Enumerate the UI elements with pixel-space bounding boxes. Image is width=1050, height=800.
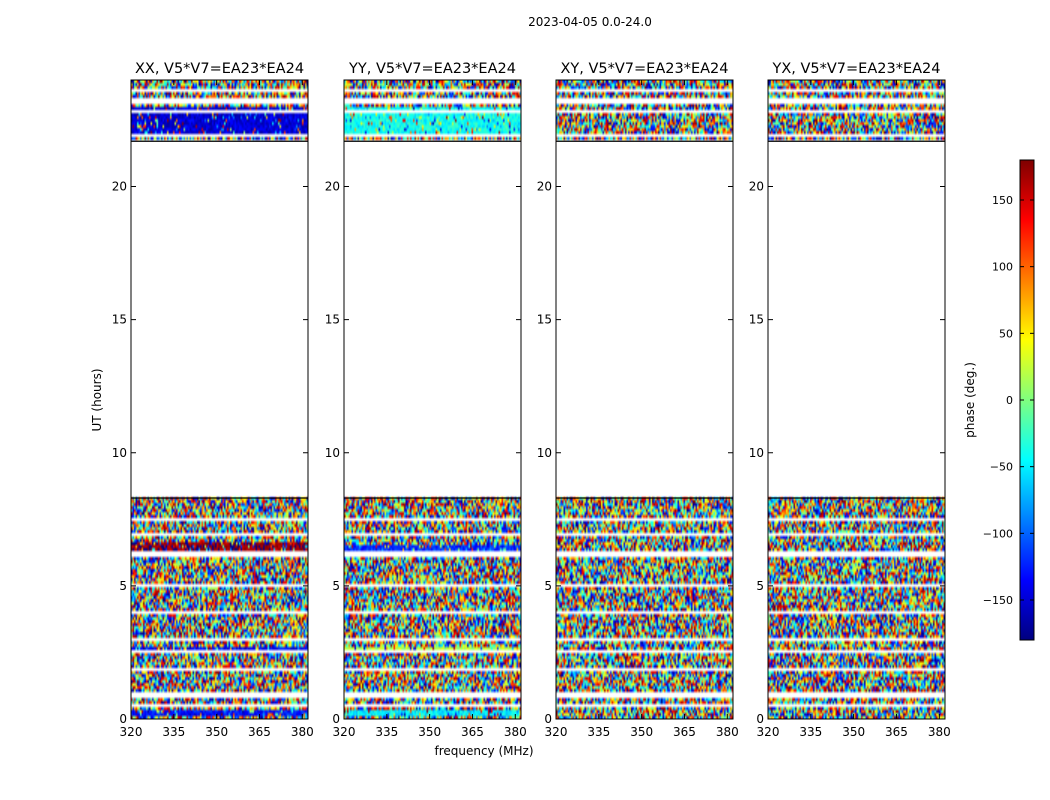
axes-frame [767,79,946,720]
y-tick-label: 10 [112,446,127,460]
colorbar-tick-label: −150 [983,594,1013,607]
figure-title: 2023-04-05 0.0-24.0 [528,15,652,29]
panel-title: YY, V5*V7=EA23*EA24 [348,61,516,77]
heatmap-image [768,80,945,719]
x-tick-label: 350 [630,725,653,739]
x-tick-label: 335 [162,725,185,739]
colorbar-tick-label: 0 [1006,394,1013,407]
axes-frame [555,79,734,720]
colorbar: −150 −100 −50 0 50 100 150 phase (deg.) [963,159,1035,641]
colorbar-label: phase (deg.) [963,362,977,438]
x-tick-label: 365 [885,725,908,739]
x-tick-label: 380 [716,725,739,739]
y-tick-label: 15 [749,313,764,327]
colorbar-ticks: −150 −100 −50 0 50 100 150 [983,194,1034,607]
y-tick-label: 5 [119,579,127,593]
y-tick-label: 20 [749,180,764,194]
y-tick-label: 20 [537,180,552,194]
x-tick-label: 380 [291,725,314,739]
y-tick-label: 15 [112,313,127,327]
panel-title: XX, V5*V7=EA23*EA24 [135,61,304,77]
panel-xx: XX, V5*V7=EA23*EA24 320 335 350 365 380 0 5 10 15… [112,61,314,739]
y-tick-label: 5 [544,579,552,593]
y-tick-label: 10 [749,446,764,460]
y-tick-label: 0 [119,712,127,726]
colorbar-tick-label: 100 [992,261,1013,274]
panel-xy: XY, V5*V7=EA23*EA24 320 335 350 365 380 0 5 10 15… [537,61,739,739]
panel-yx: YX, V5*V7=EA23*EA24 320 335 350 365 380 0 5 10 15… [749,61,951,739]
y-axis-label: UT (hours) [90,368,104,431]
y-tick-label: 0 [544,712,552,726]
x-tick-label: 335 [587,725,610,739]
colorbar-tick-label: 50 [999,327,1013,340]
colorbar-tick-label: −100 [983,527,1013,540]
x-tick-label: 320 [757,725,780,739]
x-tick-label: 380 [928,725,951,739]
x-tick-label: 320 [333,725,356,739]
heatmap-image [131,80,308,719]
axes-frame [343,79,522,720]
panel-title: XY, V5*V7=EA23*EA24 [560,61,728,77]
heatmap-image [344,80,521,719]
y-tick-label: 10 [325,446,340,460]
x-axis-label: frequency (MHz) [434,744,533,758]
y-tick-label: 15 [325,313,340,327]
colorbar-tick-label: 150 [992,194,1013,207]
panel-group: XX, V5*V7=EA23*EA24 320 335 350 365 380 0 5 10 15… [112,61,951,739]
x-tick-label: 365 [248,725,271,739]
heatmap-image [556,80,733,719]
colorbar-tick-label: −50 [990,461,1013,474]
y-tick-label: 15 [537,313,552,327]
y-tick-label: 0 [332,712,340,726]
y-tick-label: 0 [756,712,764,726]
y-tick-label: 10 [537,446,552,460]
y-tick-label: 5 [756,579,764,593]
panel-title: YX, V5*V7=EA23*EA24 [771,61,940,77]
x-tick-label: 320 [545,725,568,739]
axes-frame [130,79,309,720]
y-tick-label: 5 [332,579,340,593]
x-tick-label: 380 [504,725,527,739]
x-tick-label: 350 [418,725,441,739]
y-tick-label: 20 [325,180,340,194]
x-tick-label: 350 [842,725,865,739]
x-tick-label: 365 [461,725,484,739]
x-tick-label: 320 [120,725,143,739]
x-tick-label: 335 [375,725,398,739]
x-tick-label: 365 [673,725,696,739]
y-tick-label: 20 [112,180,127,194]
x-tick-label: 350 [205,725,228,739]
panel-yy: YY, V5*V7=EA23*EA24 320 335 350 365 380 0 5 10 15… [325,61,527,739]
x-tick-label: 335 [799,725,822,739]
